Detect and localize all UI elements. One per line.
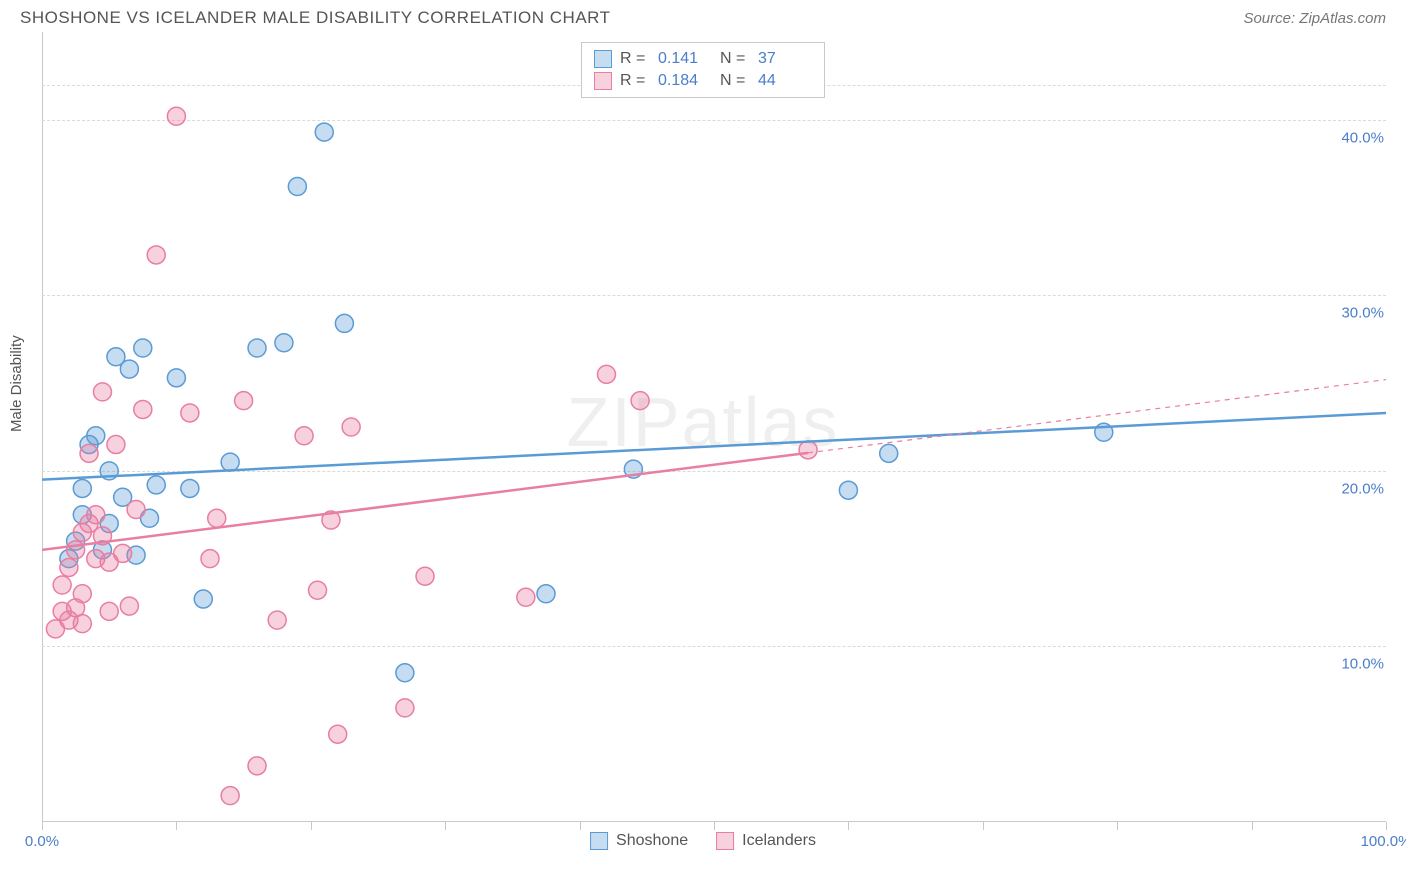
legend-item-shoshone: Shoshone	[590, 832, 688, 850]
scatter-point	[208, 509, 226, 527]
legend-r-label: R =	[620, 72, 650, 90]
trend-line	[42, 413, 1386, 480]
scatter-point	[288, 177, 306, 195]
scatter-point	[396, 699, 414, 717]
chart-area: Male Disability ZIPatlas 10.0%20.0%30.0%…	[20, 32, 1386, 842]
legend-n-label: N =	[720, 72, 750, 90]
scatter-point	[147, 246, 165, 264]
legend-n-value-0: 37	[758, 50, 812, 68]
scatter-point	[73, 615, 91, 633]
scatter-point	[631, 392, 649, 410]
swatch-icelanders	[594, 72, 612, 90]
x-tick	[445, 822, 446, 830]
scatter-point	[73, 585, 91, 603]
scatter-point	[335, 314, 353, 332]
scatter-point	[235, 392, 253, 410]
legend-n-value-1: 44	[758, 72, 812, 90]
scatter-point	[201, 550, 219, 568]
scatter-point	[73, 479, 91, 497]
legend-stats: R = 0.141 N = 37 R = 0.184 N = 44	[581, 42, 825, 98]
scatter-point	[53, 576, 71, 594]
scatter-point	[107, 436, 125, 454]
scatter-point	[167, 107, 185, 125]
y-axis-label: Male Disability	[8, 335, 25, 432]
x-tick	[983, 822, 984, 830]
legend-r-label: R =	[620, 50, 650, 68]
scatter-point	[268, 611, 286, 629]
legend-item-icelanders: Icelanders	[716, 832, 816, 850]
scatter-point	[315, 123, 333, 141]
trend-line	[42, 453, 808, 550]
swatch-shoshone	[594, 50, 612, 68]
scatter-point	[87, 506, 105, 524]
scatter-point	[127, 501, 145, 519]
scatter-point	[181, 404, 199, 422]
legend-label-icelanders: Icelanders	[742, 832, 816, 850]
scatter-point	[309, 581, 327, 599]
scatter-point	[167, 369, 185, 387]
scatter-point	[221, 787, 239, 805]
chart-title: SHOSHONE VS ICELANDER MALE DISABILITY CO…	[20, 8, 611, 28]
scatter-point	[396, 664, 414, 682]
scatter-svg	[42, 32, 1386, 822]
scatter-point	[134, 339, 152, 357]
scatter-point	[248, 339, 266, 357]
x-tick	[1386, 822, 1387, 830]
scatter-point	[597, 365, 615, 383]
scatter-point	[181, 479, 199, 497]
scatter-point	[329, 725, 347, 743]
swatch-shoshone-icon	[590, 832, 608, 850]
x-tick	[848, 822, 849, 830]
scatter-point	[120, 360, 138, 378]
x-tick	[1117, 822, 1118, 830]
scatter-point	[114, 544, 132, 562]
swatch-icelanders-icon	[716, 832, 734, 850]
scatter-point	[93, 383, 111, 401]
x-tick	[176, 822, 177, 830]
legend-series: Shoshone Icelanders	[590, 832, 816, 850]
scatter-point	[134, 400, 152, 418]
scatter-point	[416, 567, 434, 585]
x-tick-label: 0.0%	[25, 833, 59, 850]
scatter-point	[517, 588, 535, 606]
scatter-point	[100, 602, 118, 620]
scatter-point	[221, 453, 239, 471]
source-label: Source: ZipAtlas.com	[1243, 10, 1386, 27]
x-tick-label: 100.0%	[1361, 833, 1406, 850]
scatter-point	[80, 444, 98, 462]
x-tick	[1252, 822, 1253, 830]
legend-r-value-0: 0.141	[658, 50, 712, 68]
scatter-point	[87, 427, 105, 445]
legend-stats-row-1: R = 0.184 N = 44	[594, 70, 812, 92]
legend-label-shoshone: Shoshone	[616, 832, 688, 850]
scatter-point	[839, 481, 857, 499]
scatter-point	[799, 441, 817, 459]
scatter-point	[60, 558, 78, 576]
scatter-point	[537, 585, 555, 603]
scatter-point	[248, 757, 266, 775]
scatter-point	[880, 444, 898, 462]
legend-r-value-1: 0.184	[658, 72, 712, 90]
x-tick	[311, 822, 312, 830]
x-tick	[580, 822, 581, 830]
scatter-point	[194, 590, 212, 608]
legend-stats-row-0: R = 0.141 N = 37	[594, 48, 812, 70]
legend-n-label: N =	[720, 50, 750, 68]
scatter-point	[295, 427, 313, 445]
scatter-point	[275, 334, 293, 352]
scatter-point	[342, 418, 360, 436]
scatter-point	[120, 597, 138, 615]
x-tick	[42, 822, 43, 830]
scatter-point	[147, 476, 165, 494]
x-tick	[714, 822, 715, 830]
